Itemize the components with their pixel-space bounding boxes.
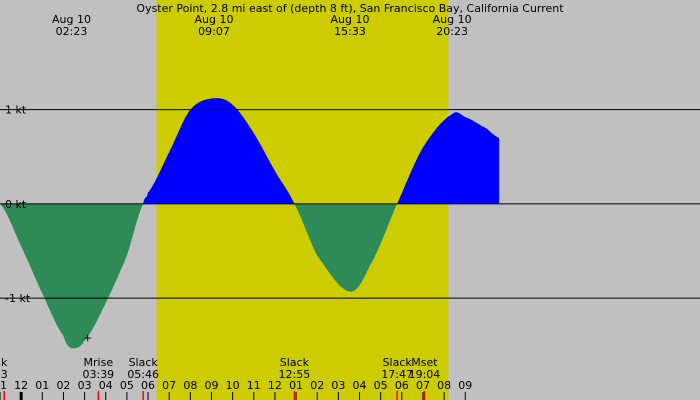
hour-tick-label: 11: [247, 379, 261, 392]
extremum-time: 20:23: [436, 25, 468, 38]
hour-tick-label: 08: [183, 379, 197, 392]
hour-tick-label: 09: [204, 379, 218, 392]
y-axis-labels: 1 kt 0 kt -1 kt: [5, 104, 31, 306]
hour-tick-label: 12: [14, 379, 28, 392]
event-label: Slack: [383, 356, 413, 369]
hour-tick-label: 02: [310, 379, 324, 392]
hour-tick-label: 10: [226, 379, 240, 392]
extremum-date: Aug 10: [433, 13, 472, 26]
event-label: k: [1, 356, 8, 369]
hour-tick-label: 01: [289, 379, 303, 392]
plus-marker: +: [83, 332, 92, 345]
extremum-date: Aug 10: [195, 13, 234, 26]
event-label: Mrise: [84, 356, 114, 369]
hour-tick-label: 05: [120, 379, 134, 392]
event-label: Slack: [129, 356, 159, 369]
flood-area-2: [143, 98, 295, 204]
chart-title: Oyster Point, 2.8 mi east of (depth 8 ft…: [136, 2, 564, 15]
extremum-time: 02:23: [56, 25, 88, 38]
hour-tick-label: 04: [353, 379, 367, 392]
hour-tick-label: 06: [395, 379, 409, 392]
extremum-date: Aug 10: [331, 13, 370, 26]
event-time: 3: [1, 368, 8, 381]
ebb-area-3: [294, 203, 398, 292]
hour-tick-label: 12: [268, 379, 282, 392]
event-time: 17:47: [381, 368, 413, 381]
flood-area-4: [397, 112, 500, 204]
event-label: Mset: [411, 356, 438, 369]
extremum-time: 09:07: [198, 25, 230, 38]
event-labels: k3Mrise03:39Slack05:46Slack12:55Slack17:…: [1, 356, 441, 400]
event-time: 05:46: [127, 368, 159, 381]
hour-tick-label: 05: [374, 379, 388, 392]
y-tick-label: 1 kt: [5, 104, 27, 117]
event-time: 19:04: [409, 368, 441, 381]
extremum-time: 15:33: [334, 25, 366, 38]
hour-tick-label: 08: [437, 379, 451, 392]
event-time: 03:39: [82, 368, 114, 381]
hour-tick-label: 07: [162, 379, 176, 392]
hour-tick-label: 03: [78, 379, 92, 392]
grid-lines: [0, 109, 700, 299]
hour-tick-label: 07: [416, 379, 430, 392]
hour-tick-label: 03: [331, 379, 345, 392]
hour-tick-label: 09: [458, 379, 472, 392]
event-time: 12:55: [279, 368, 311, 381]
hour-tick-label: 06: [141, 379, 155, 392]
current-areas: [0, 98, 500, 349]
x-axis: 11 12 01 02 03 04 05 06 07 08 09 10 11 12 01 02 03 04 05 06…: [0, 379, 472, 400]
y-tick-label: 0 kt: [5, 198, 27, 211]
ebb-area-1: [0, 203, 143, 349]
y-tick-label: -1 kt: [5, 292, 31, 305]
hour-tick-label: 01: [35, 379, 49, 392]
hour-tick-label: 02: [56, 379, 70, 392]
extremum-date: Aug 10: [52, 13, 91, 26]
hour-tick-label: 11: [0, 379, 7, 392]
event-label: Slack: [280, 356, 310, 369]
hour-tick-label: 04: [99, 379, 113, 392]
